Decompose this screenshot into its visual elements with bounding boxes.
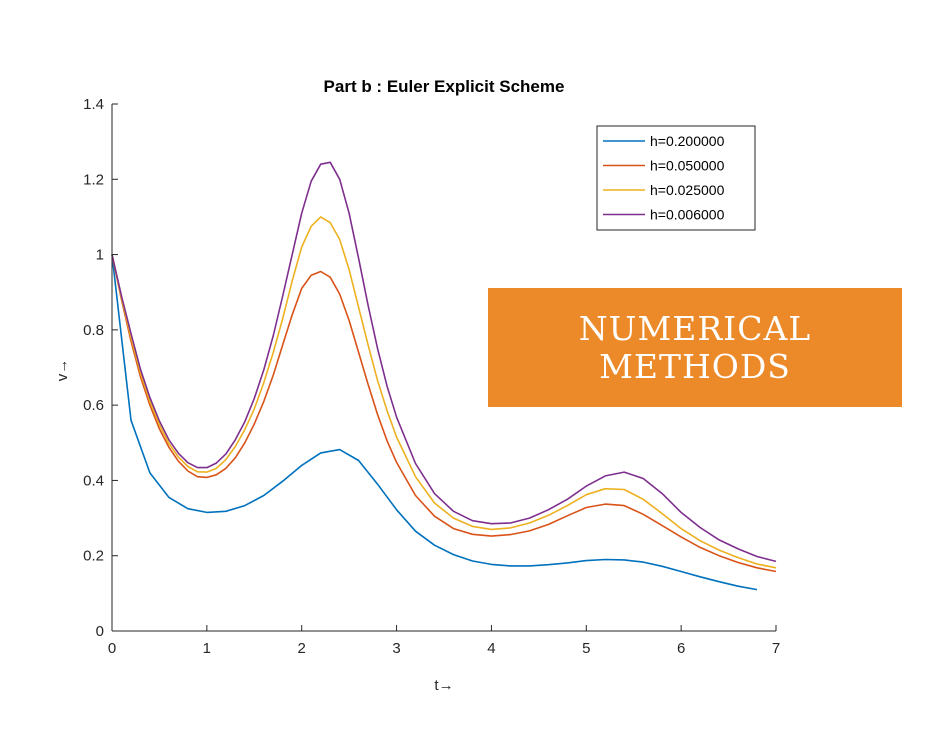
x-tick-label: 3 bbox=[392, 640, 400, 657]
y-tick-label: 0.2 bbox=[83, 548, 104, 565]
axes: 0 1 2 3 4 5 6 7 0 0.2 0.4 0.6 0.8 1 1.2 1.4 bbox=[83, 96, 780, 657]
series-line-4 bbox=[111, 161, 777, 563]
legend: h=0.200000 h=0.050000 h=0.025000 h=0.006000 bbox=[596, 125, 756, 231]
y-tick-label: 0 bbox=[96, 623, 104, 640]
y-tick-label: 0.6 bbox=[83, 397, 104, 414]
x-tick-label: 2 bbox=[298, 640, 306, 657]
series-line-1 bbox=[111, 254, 758, 591]
legend-box bbox=[596, 125, 756, 231]
legend-entry: h=0.050000 bbox=[650, 158, 725, 174]
series-line-2 bbox=[111, 254, 777, 573]
legend-entry: h=0.006000 bbox=[650, 207, 725, 223]
banner-line-2: METHODS bbox=[599, 346, 791, 386]
legend-entry: h=0.025000 bbox=[650, 182, 725, 198]
legend-entry: h=0.200000 bbox=[650, 133, 725, 149]
x-tick-label: 6 bbox=[677, 640, 685, 657]
y-tick-label: 1.4 bbox=[83, 96, 104, 113]
series-layer bbox=[111, 161, 777, 591]
y-tick-label: 1.2 bbox=[83, 171, 104, 188]
numerical-methods-banner: NUMERICAL METHODS bbox=[488, 288, 902, 407]
banner-line-1: NUMERICAL bbox=[578, 308, 812, 348]
x-axis-label: t→ bbox=[434, 677, 453, 694]
x-tick-label: 1 bbox=[203, 640, 211, 657]
x-tick-label: 0 bbox=[108, 640, 116, 657]
x-tick-label: 5 bbox=[582, 640, 590, 657]
y-axis-label: v→ bbox=[54, 359, 71, 382]
x-tick-label: 7 bbox=[772, 640, 780, 657]
y-tick-label: 1 bbox=[96, 247, 104, 264]
y-tick-label: 0.8 bbox=[83, 322, 104, 339]
y-tick-label: 0.4 bbox=[83, 472, 104, 489]
x-tick-label: 4 bbox=[487, 640, 495, 657]
series-line-3 bbox=[111, 216, 777, 569]
chart-title: Part b : Euler Explicit Scheme bbox=[324, 77, 565, 96]
